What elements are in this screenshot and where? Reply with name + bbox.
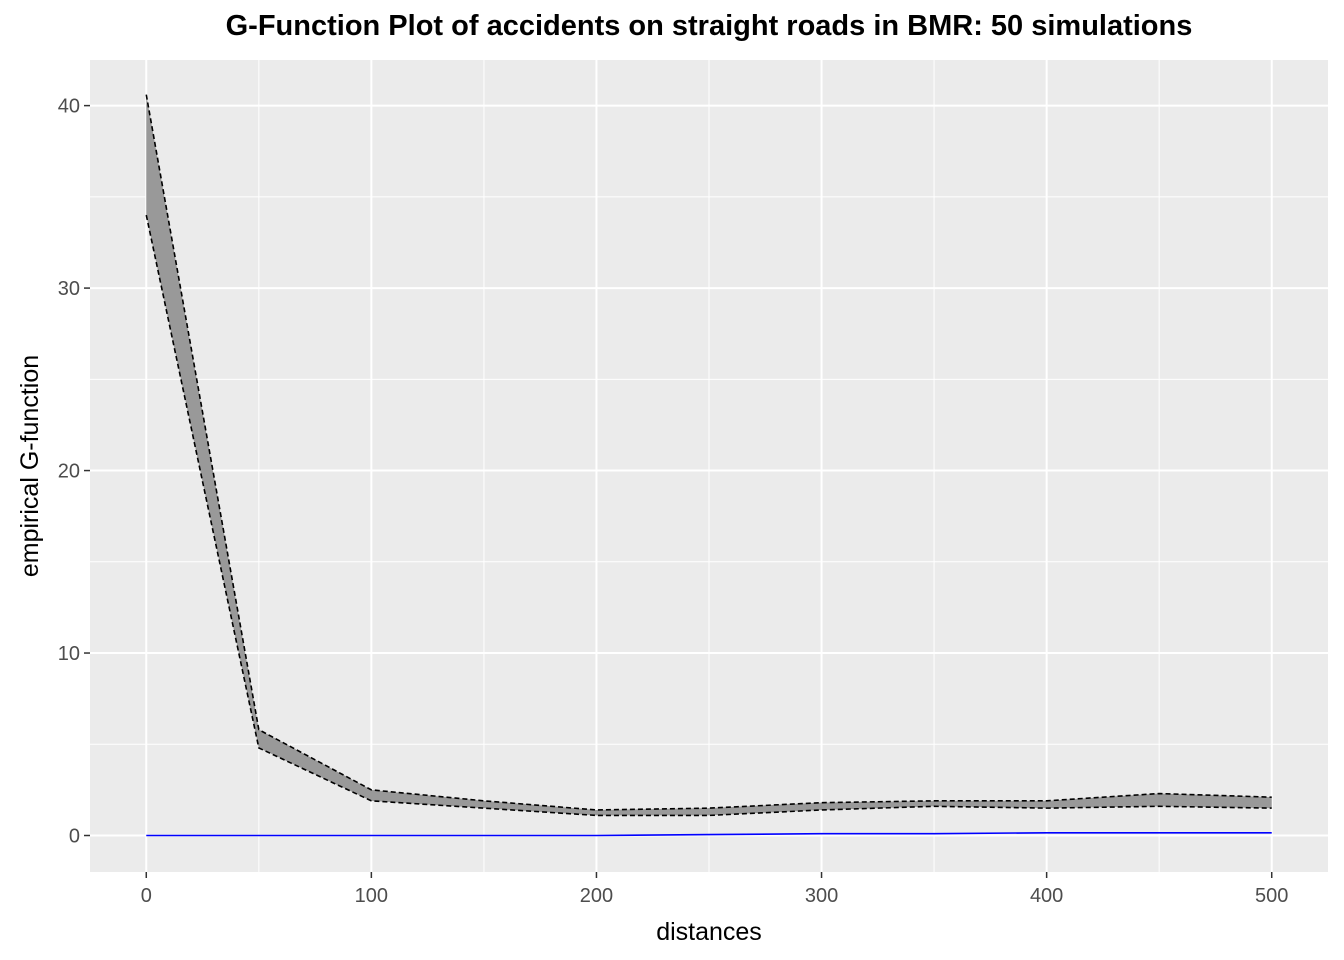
x-axis-title: distances	[656, 918, 762, 946]
envelope	[145, 94, 1272, 817]
y-axis-ticks: 0 10 20 30 40	[58, 96, 90, 848]
y-tick-label: 30	[58, 278, 80, 300]
y-tick-label: 10	[58, 643, 80, 665]
x-axis-ticks: 0 100 200 300 400 500	[141, 872, 1288, 907]
y-tick-label: 40	[58, 96, 80, 118]
x-tick-label: 100	[355, 885, 388, 907]
x-tick-label: 500	[1255, 885, 1288, 907]
y-tick-label: 20	[58, 461, 80, 483]
envelope-upper-line	[145, 94, 1272, 811]
x-tick-label: 400	[1030, 885, 1063, 907]
x-tick-label: 0	[141, 885, 152, 907]
y-tick-label: 0	[69, 826, 80, 848]
x-tick-label: 200	[580, 885, 613, 907]
x-tick-label: 300	[805, 885, 838, 907]
y-axis-title: empirical G-function	[16, 355, 44, 577]
major-gridlines	[90, 60, 1328, 872]
observed-line	[146, 831, 1272, 837]
chart-title: G-Function Plot of accidents on straight…	[225, 10, 1193, 42]
observed-series	[146, 831, 1272, 837]
minor-gridlines	[90, 60, 1328, 872]
envelope-band	[146, 94, 1272, 816]
envelope-lower-line	[145, 214, 1272, 817]
